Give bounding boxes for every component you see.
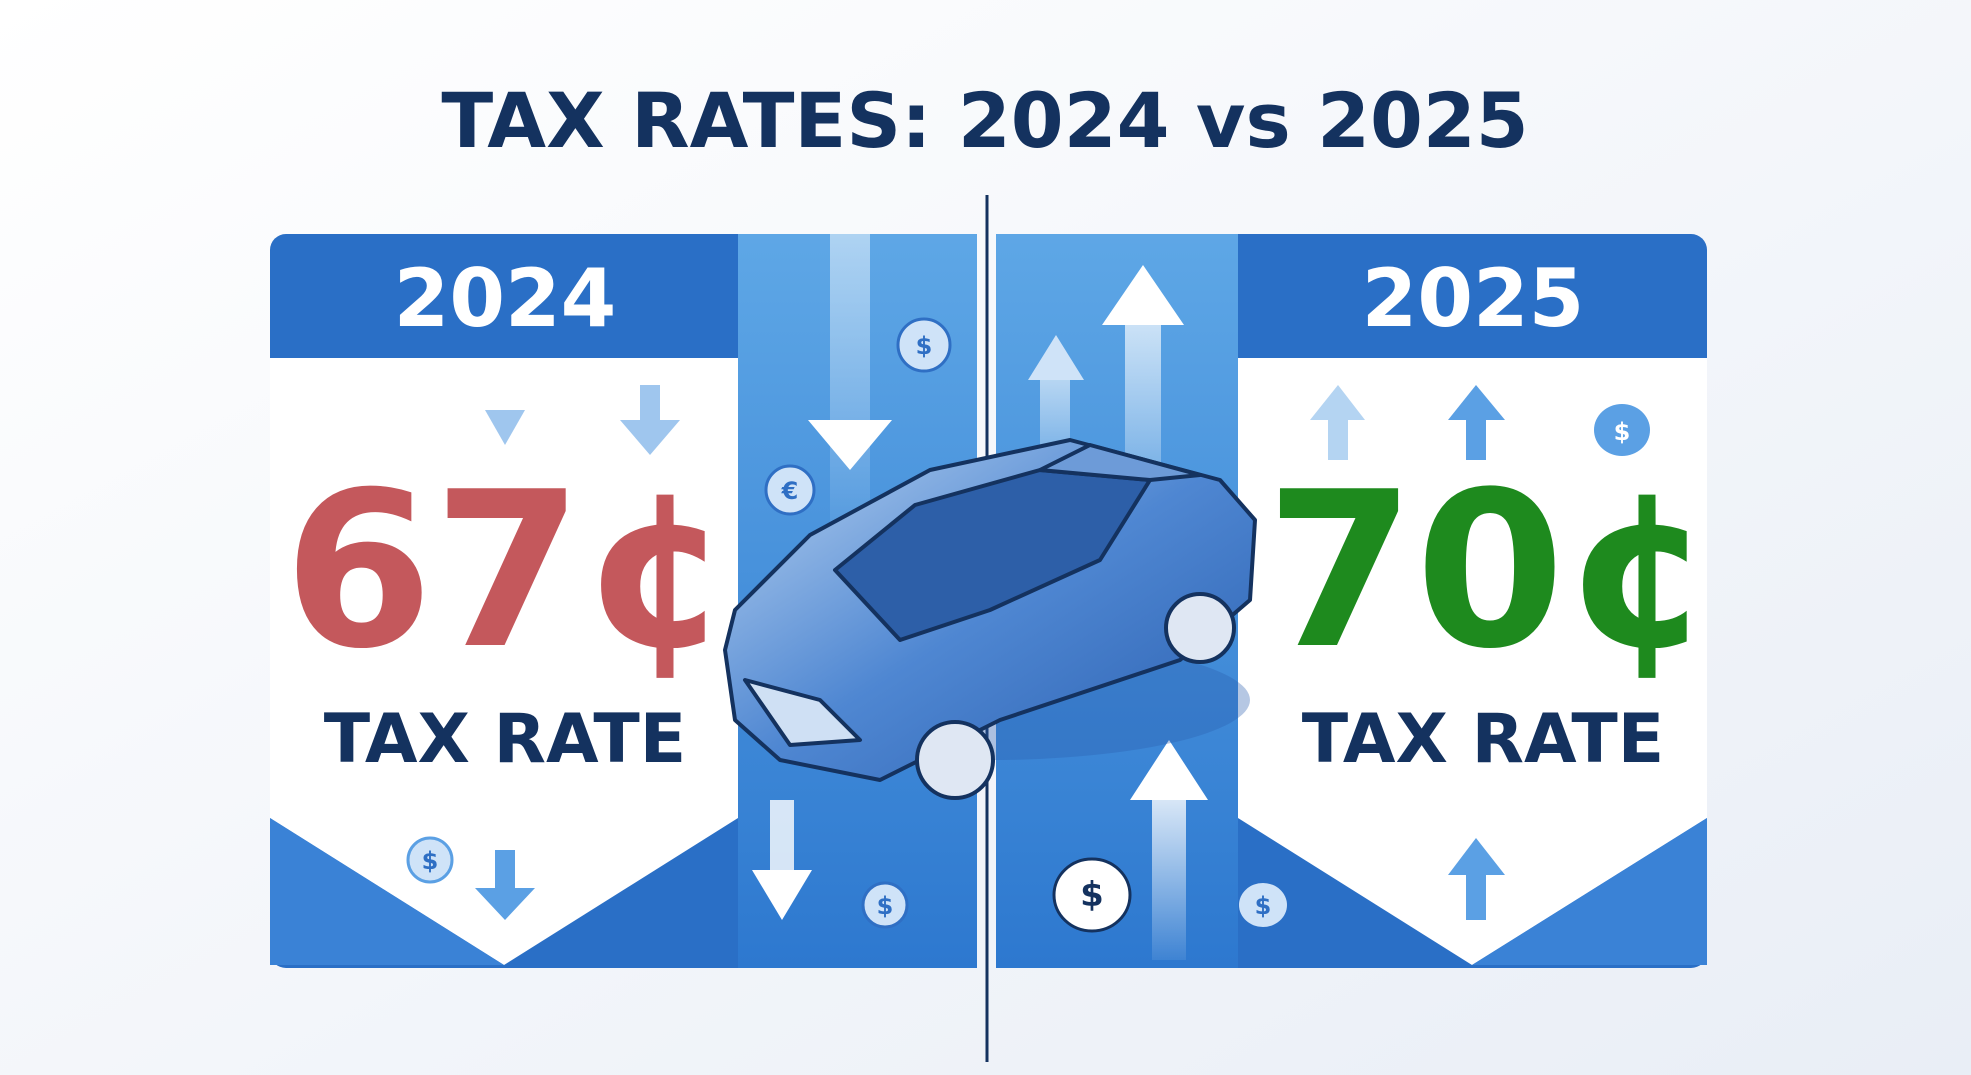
car-roof [1038, 443, 1202, 482]
rate-label: TAX RATE [324, 700, 686, 779]
arrow-down [485, 410, 525, 445]
arrow-shaft [495, 850, 515, 890]
bag-symbol: $ [1255, 892, 1272, 920]
arrow-up [1310, 385, 1365, 420]
money-bag [1239, 883, 1287, 927]
coin-symbol: $ [877, 892, 894, 920]
coin [861, 881, 909, 929]
arrow-shaft [830, 234, 870, 534]
coin [406, 836, 454, 884]
arrow-shaft [1466, 420, 1486, 460]
arrow-shaft [1152, 800, 1186, 960]
title: TAX RATES: 2024 vs 2025 [441, 76, 1528, 165]
car-wheel [1164, 592, 1236, 664]
coin-symbol: € [781, 477, 799, 505]
arrow-shaft [770, 800, 794, 870]
rate: 70¢ [1266, 445, 1715, 696]
year: 2024 [394, 252, 617, 345]
rate: 67¢ [284, 445, 733, 696]
arrow-down [475, 888, 535, 920]
coin [896, 317, 952, 373]
year: 2025 [1362, 252, 1585, 345]
arrow-down [752, 870, 812, 920]
money-bag [1052, 857, 1132, 933]
car-windows [833, 468, 1152, 642]
coin [764, 464, 816, 516]
arrow-up [1102, 265, 1184, 325]
panel-2025: $ $ $ 2025 70¢ TAX RATE [996, 234, 1714, 968]
rate-label: TAX RATE [1302, 700, 1664, 779]
coin-symbol: $ [422, 847, 439, 875]
arrow-down [620, 420, 680, 455]
panel-corner [1472, 818, 1707, 965]
car-headlight [743, 678, 862, 747]
coin-symbol: $ [916, 332, 933, 360]
panel-corner [270, 818, 504, 965]
arrow-shaft [1466, 875, 1486, 920]
arrow-up [1130, 740, 1208, 800]
arrow-shaft [640, 385, 660, 421]
arrow-up [1448, 838, 1505, 875]
bag-symbol: $ [1080, 875, 1104, 915]
car-wheel [915, 720, 995, 800]
bag-symbol: $ [1614, 418, 1631, 446]
arrow-up [1448, 385, 1505, 420]
arrow-shaft [1328, 420, 1348, 460]
car [723, 438, 1257, 800]
money-bag [1594, 404, 1650, 456]
arrow-down [808, 420, 892, 470]
arrow-up [1028, 335, 1084, 380]
